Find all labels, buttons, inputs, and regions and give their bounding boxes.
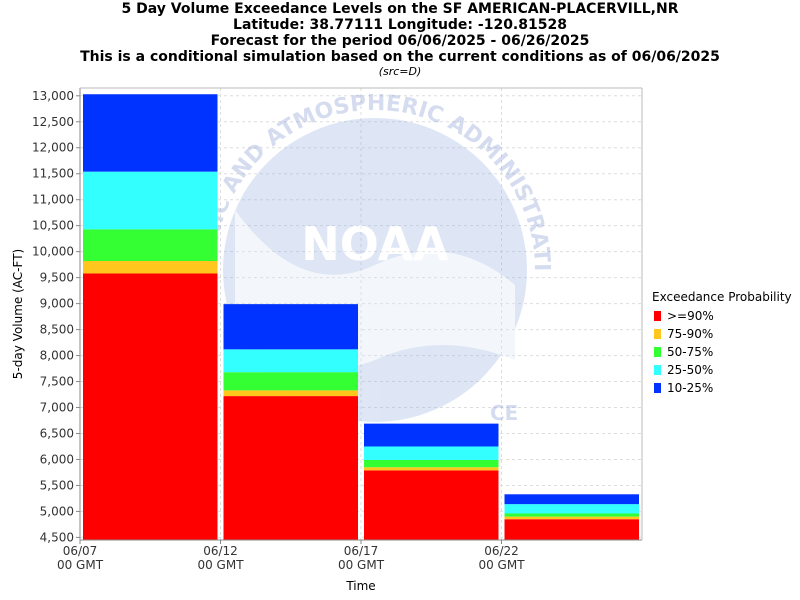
bar-segment [223,390,358,397]
legend-title: Exceedance Probability [652,290,792,304]
legend-label: 75-90% [667,327,714,341]
legend-item-10-25: 10-25% [652,379,792,397]
chart-title-line4: This is a conditional simulation based o… [80,49,720,65]
bar-segment [83,171,218,230]
bar-segment [83,273,218,540]
legend-label: >=90% [667,309,714,323]
y-tick-label: 10,500 [32,219,74,233]
x-tick-label-time: 00 GMT [57,558,104,572]
x-tick-label-date: 06/07 [63,544,98,558]
x-tick-label-time: 00 GMT [197,558,244,572]
watermark-logo-text: NOAA [301,217,449,271]
y-tick-label: 7,500 [40,375,74,389]
bar-segment [83,229,218,262]
y-tick-label: 10,000 [32,245,74,259]
x-tick-label-date: 06/12 [203,544,238,558]
watermark-lower-text: CE [490,401,518,425]
legend-swatch [654,347,661,357]
legend-swatch [654,365,661,375]
y-tick-label: 12,000 [32,141,74,155]
x-tick-label-time: 00 GMT [478,558,525,572]
chart-title-line1: 5 Day Volume Exceedance Levels on the SF… [121,1,679,17]
legend-label: 10-25% [667,381,714,395]
y-axis-label: 5-day Volume (AC-FT) [11,249,25,379]
legend-item-25-50: 25-50% [652,361,792,379]
y-tick-label: 9,000 [40,297,74,311]
bar-segment [364,423,499,447]
y-tick-label: 11,500 [32,167,74,181]
bar-segment [364,470,499,540]
bar-segment [504,494,639,505]
source-note: (src=D) [378,65,422,78]
y-tick-label: 5,000 [40,504,74,518]
x-tick-label-date: 06/17 [344,544,379,558]
bar-segment [504,519,639,540]
y-tick-label: 11,000 [32,193,74,207]
y-tick-label: 6,500 [40,426,74,440]
y-axis-ticks: 4,500 5,000 5,500 6,000 6,500 7,000 7,500 8,000… [32,89,80,544]
bar-segment [364,459,499,468]
bar-segment [504,513,639,517]
y-tick-label: 4,500 [40,530,74,544]
legend-swatch [654,329,661,339]
x-tick-label-date: 06/22 [484,544,519,558]
chart-title-line3: Forecast for the period 06/06/2025 - 06/… [210,33,590,49]
bar-segment [223,372,358,391]
legend-swatch [654,383,661,393]
y-tick-label: 13,000 [32,89,74,103]
legend-item-90: >=90% [652,307,792,325]
bar-segment [504,516,639,520]
x-tick-label-time: 00 GMT [338,558,385,572]
legend-label: 25-50% [667,363,714,377]
y-tick-label: 7,000 [40,401,74,415]
y-tick-label: 12,500 [32,115,74,129]
legend-swatch [654,311,661,321]
legend-label: 50-75% [667,345,714,359]
bar-segment [223,304,358,350]
bar-segment [364,467,499,471]
legend: Exceedance Probability >=90% 75-90% 50-7… [652,290,792,397]
legend-item-50-75: 50-75% [652,343,792,361]
bar-segment [223,396,358,540]
chart-header: 5 Day Volume Exceedance Levels on the SF… [0,1,800,79]
y-tick-label: 9,500 [40,271,74,285]
bar-segment [83,94,218,172]
legend-item-75-90: 75-90% [652,325,792,343]
y-tick-label: 8,000 [40,349,74,363]
y-tick-label: 5,500 [40,478,74,492]
bar-segment [223,349,358,373]
y-tick-label: 6,000 [40,452,74,466]
chart-title-line2: Latitude: 38.77111 Longitude: -120.81528 [233,17,567,33]
bars [83,94,639,540]
bar-segment [504,504,639,514]
y-tick-label: 8,500 [40,323,74,337]
bar-segment [364,446,499,460]
bar-segment [83,261,218,274]
x-axis-label: Time [345,579,375,593]
